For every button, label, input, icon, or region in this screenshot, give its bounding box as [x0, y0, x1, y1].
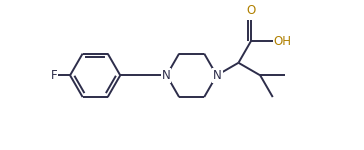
- Text: O: O: [246, 4, 256, 17]
- Text: F: F: [51, 69, 58, 82]
- Text: N: N: [162, 69, 170, 82]
- Text: OH: OH: [274, 34, 292, 48]
- Text: N: N: [213, 69, 222, 82]
